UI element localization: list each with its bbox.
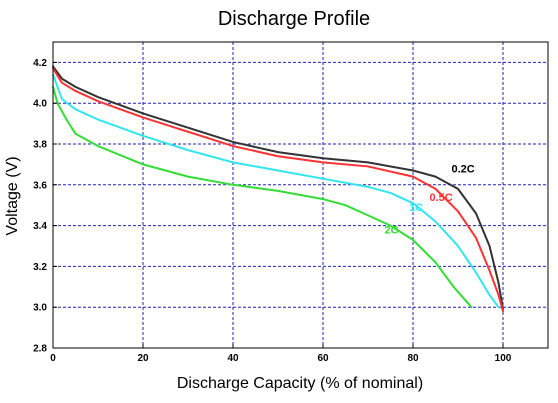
x-tick-label-2: 40 bbox=[227, 353, 239, 364]
x-tick-label-5: 100 bbox=[495, 353, 512, 364]
plot-frame bbox=[52, 41, 549, 349]
y-tick-label-3: 3.4 bbox=[33, 221, 47, 232]
series-labels: 0.2C 0.5C 1C 2C bbox=[385, 164, 475, 237]
series-line-2C bbox=[52, 85, 473, 309]
x-tick-label-1: 20 bbox=[137, 353, 149, 364]
series-line-0-2C bbox=[52, 65, 504, 311]
y-tick-label-2: 3.2 bbox=[33, 262, 47, 273]
series-label-0-5C: 0.5C bbox=[430, 192, 453, 204]
x-tick-label-0: 0 bbox=[50, 353, 56, 364]
y-tick-label-4: 3.6 bbox=[33, 180, 47, 191]
series-label-0-2C: 0.2C bbox=[452, 164, 475, 176]
y-tick-label-5: 3.8 bbox=[33, 140, 47, 151]
x-tick-label-3: 60 bbox=[317, 353, 329, 364]
x-axis-label: Discharge Capacity (% of nominal) bbox=[177, 375, 423, 392]
x-tick-label-4: 80 bbox=[407, 353, 419, 364]
chart-grid bbox=[53, 42, 548, 348]
series-label-1C: 1C bbox=[409, 202, 423, 214]
y-tick-label-0: 2.8 bbox=[33, 344, 47, 355]
series-label-2C: 2C bbox=[385, 225, 399, 237]
y-tick-label-1: 3.0 bbox=[33, 303, 47, 314]
y-tick-label-7: 4.2 bbox=[33, 58, 47, 69]
y-axis-label: Voltage (V) bbox=[4, 156, 21, 235]
series-line-0-5C bbox=[52, 67, 504, 313]
chart-series bbox=[52, 65, 504, 313]
chart-title: Discharge Profile bbox=[218, 8, 370, 30]
y-tick-label-6: 4.0 bbox=[33, 99, 47, 110]
series-line-1C bbox=[52, 73, 500, 309]
x-axis-ticks: 0 20 40 60 80 100 bbox=[50, 344, 512, 364]
